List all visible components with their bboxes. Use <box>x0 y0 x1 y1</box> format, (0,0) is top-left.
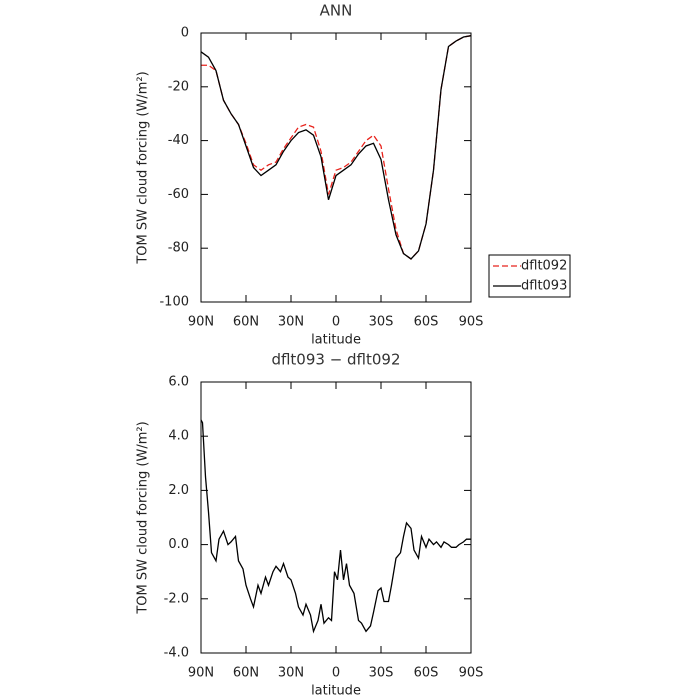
y-axis-label: TOM SW cloud forcing (W/m²) <box>136 421 151 614</box>
x-tick-label: 30S <box>369 666 394 681</box>
data-line <box>200 419 471 634</box>
chart-title: dflt093 − dflt092 <box>271 351 400 369</box>
y-tick-label: -60 <box>168 187 189 202</box>
chart-title: ANN <box>320 2 353 20</box>
legend-label: dflt092 <box>521 259 567 274</box>
x-tick-label: 30S <box>369 315 394 330</box>
data-line <box>200 35 472 260</box>
y-tick-label: 2.0 <box>168 483 189 498</box>
x-tick-label: 90S <box>459 315 484 330</box>
x-tick-label: 90S <box>459 666 484 681</box>
y-tick-label: 6.0 <box>168 375 189 390</box>
x-tick-label: 60S <box>414 666 439 681</box>
plot-frame <box>200 32 472 303</box>
y-axis-label: TOM SW cloud forcing (W/m²) <box>136 71 151 264</box>
x-tick-label: 90N <box>188 315 214 330</box>
y-tick-label: -4.0 <box>164 646 189 661</box>
plot-frame <box>200 381 472 654</box>
y-tick-label: -40 <box>168 133 189 148</box>
x-tick-label: 60N <box>233 315 259 330</box>
y-tick-label: 0 <box>181 26 189 41</box>
y-tick-label: 0.0 <box>168 537 189 552</box>
x-axis-label: latitude <box>311 684 361 699</box>
y-tick-label: -100 <box>159 295 189 310</box>
x-axis-label: latitude <box>311 333 361 348</box>
legend-box <box>488 254 571 298</box>
y-tick-label: -2.0 <box>164 591 189 606</box>
x-tick-label: 60S <box>414 315 439 330</box>
x-tick-label: 0 <box>332 315 340 330</box>
data-line <box>201 35 472 260</box>
x-tick-label: 30N <box>278 666 304 681</box>
x-tick-label: 60N <box>233 666 259 681</box>
legend-label: dflt093 <box>521 279 567 294</box>
x-tick-label: 30N <box>278 315 304 330</box>
y-tick-label: -20 <box>168 79 189 94</box>
x-tick-label: 0 <box>332 666 340 681</box>
y-tick-label: 4.0 <box>168 429 189 444</box>
x-tick-label: 90N <box>188 666 214 681</box>
y-tick-label: -80 <box>168 241 189 256</box>
legend: dflt092 dflt093 <box>488 254 571 298</box>
